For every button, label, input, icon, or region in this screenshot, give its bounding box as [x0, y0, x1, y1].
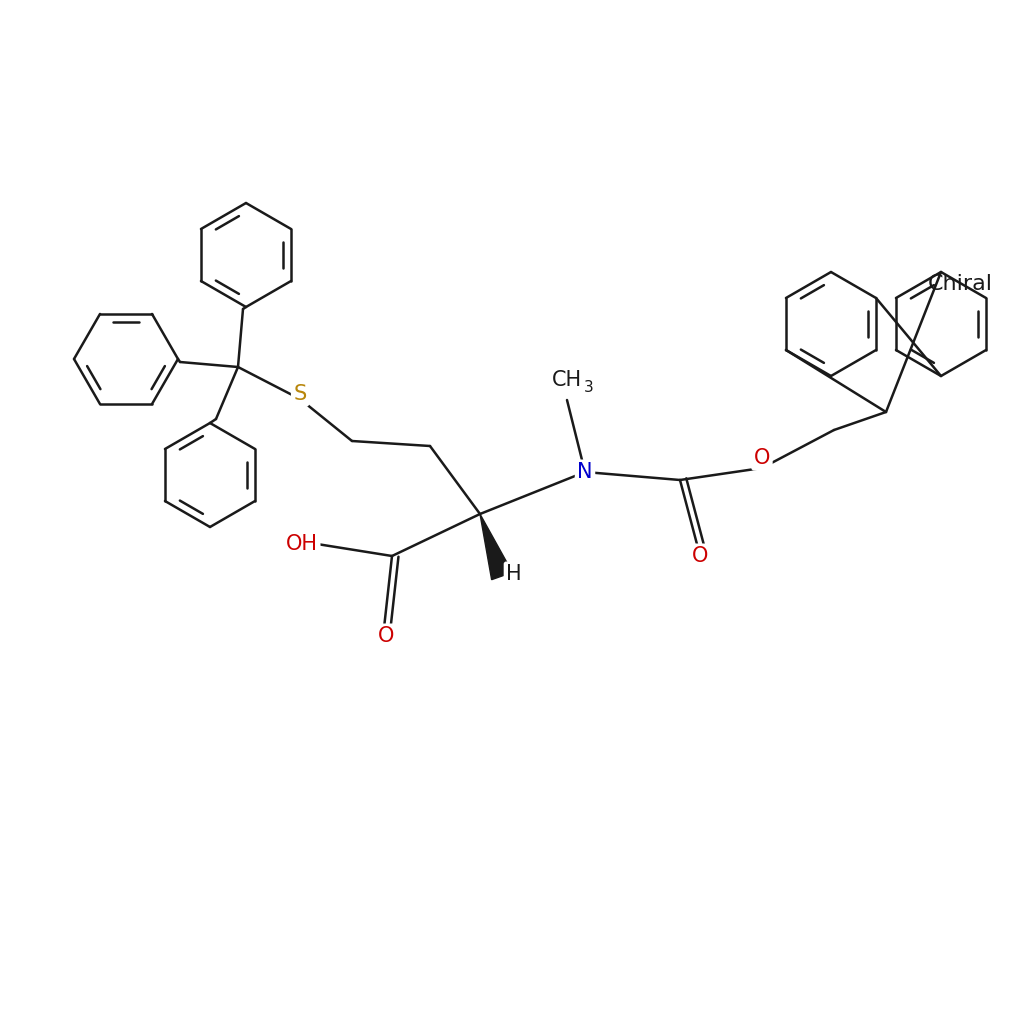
Text: O: O [754, 449, 770, 468]
Text: S: S [293, 384, 306, 404]
Polygon shape [480, 514, 512, 580]
Text: OH: OH [286, 534, 318, 554]
Text: N: N [578, 462, 593, 482]
Text: CH: CH [552, 370, 582, 390]
Text: H: H [506, 564, 522, 584]
Text: Chiral: Chiral [928, 274, 992, 294]
Text: O: O [378, 626, 394, 646]
Text: O: O [692, 546, 709, 566]
Text: 3: 3 [584, 381, 594, 395]
